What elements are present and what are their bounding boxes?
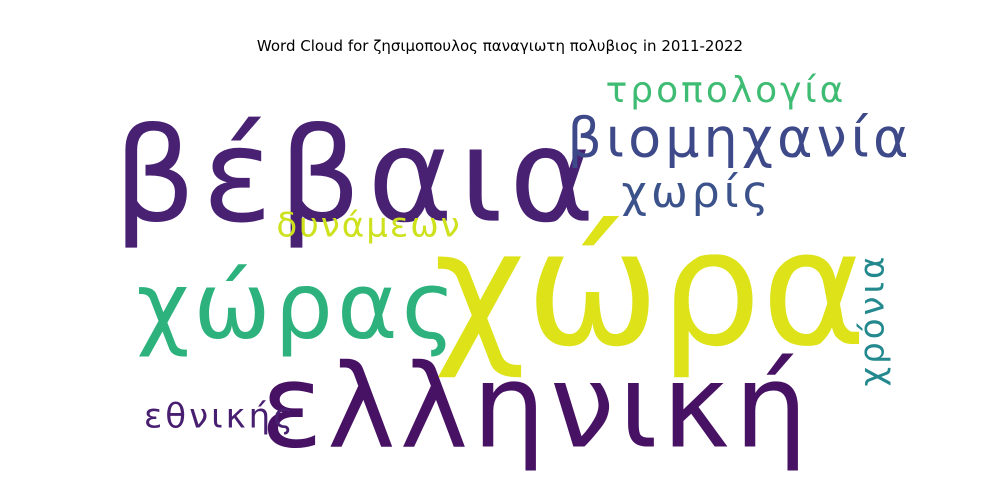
word-6: χωρίς (622, 167, 773, 218)
word-8: δυνάμεων (276, 206, 461, 246)
word-3: ελληνική (260, 340, 811, 475)
word-10: χρόνια (853, 254, 893, 387)
chart-title: Word Cloud for ζησιμοπουλος παναγιωτη πο… (256, 37, 744, 55)
word-1: χώρα (433, 195, 866, 382)
word-7: τροπολογία (606, 70, 847, 111)
word-5: βιομηχανία (567, 107, 912, 170)
word-2: βέβαια (113, 100, 601, 252)
word-9: εθνικής (144, 397, 296, 437)
word-4: χώρας (136, 252, 459, 359)
